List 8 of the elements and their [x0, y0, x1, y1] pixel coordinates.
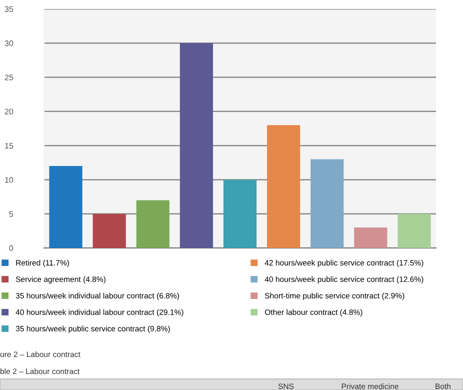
y-tick-label: 20 — [4, 108, 14, 114]
y-tick-label: 0 — [9, 245, 14, 251]
y-tick-label: 5 — [9, 211, 14, 217]
y-tick-label: 15 — [5, 142, 14, 149]
y-tick-label: 10 — [5, 177, 14, 183]
y-tick-label: 25 — [4, 74, 14, 80]
y-tick-label: 35 — [4, 6, 14, 12]
y-tick-label: 30 — [4, 40, 14, 46]
